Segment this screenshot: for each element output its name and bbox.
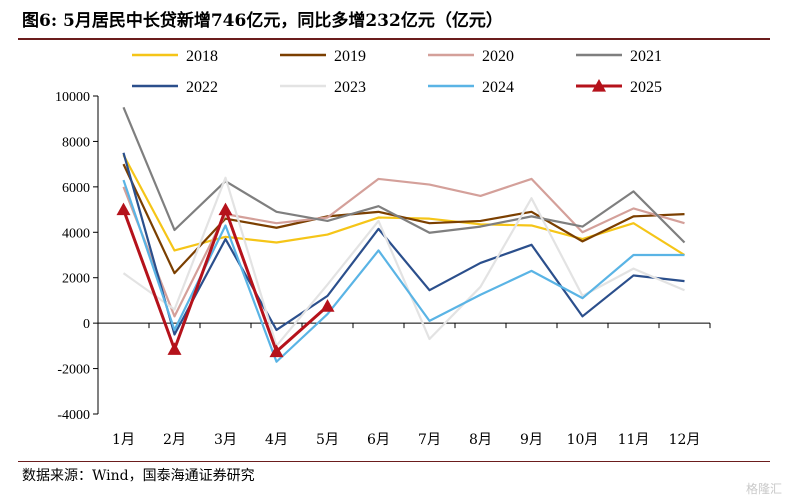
series-line-2019 bbox=[122, 163, 685, 275]
source-rule bbox=[18, 461, 770, 462]
y-tick-label: 6000 bbox=[62, 181, 90, 196]
watermark-logo: 格隆汇 bbox=[745, 482, 782, 496]
x-tick-label: 7月 bbox=[418, 432, 441, 448]
x-tick-label: 1月 bbox=[112, 432, 135, 448]
legend-label-2024: 2024 bbox=[482, 79, 514, 96]
source-note: 数据来源：Wind，国泰海通证券研究 bbox=[22, 468, 255, 484]
series-point-2025 bbox=[167, 342, 182, 355]
legend-label-2022: 2022 bbox=[186, 79, 218, 96]
x-tick-label: 2月 bbox=[163, 432, 186, 448]
x-tick-label: 4月 bbox=[265, 432, 288, 448]
legend-label-2020: 2020 bbox=[482, 48, 514, 65]
series-line-2021 bbox=[122, 106, 686, 244]
y-tick-label: 4000 bbox=[62, 226, 90, 241]
figure-title: 图6: 5月居民中长贷新增746亿元，同比多增232亿元（亿元） bbox=[22, 11, 503, 31]
legend-marker-2025 bbox=[592, 79, 606, 92]
series-point-2025 bbox=[269, 344, 284, 358]
legend-label-2021: 2021 bbox=[630, 48, 662, 65]
legend-label-2019: 2019 bbox=[334, 48, 366, 65]
y-tick-label: 2000 bbox=[62, 272, 90, 287]
x-tick-label: 10月 bbox=[567, 432, 599, 448]
x-tick-label: 3月 bbox=[214, 432, 237, 448]
legend: 2018 2019 2020 2021 2022 2023 2024 2025 bbox=[132, 48, 662, 96]
x-tick-label: 6月 bbox=[367, 432, 390, 448]
x-tick-label: 8月 bbox=[469, 432, 492, 448]
x-tick-label: 5月 bbox=[316, 432, 339, 448]
legend-label-2025: 2025 bbox=[630, 79, 662, 96]
plot-area bbox=[116, 106, 686, 363]
series-line-2024 bbox=[122, 179, 685, 363]
y-tick-label: -4000 bbox=[57, 408, 90, 423]
y-tick-label: 10000 bbox=[55, 90, 90, 105]
x-tick-label: 11月 bbox=[618, 432, 650, 448]
y-tick-label: 8000 bbox=[62, 135, 90, 150]
x-tick-label: 12月 bbox=[669, 432, 701, 448]
series-point-2025 bbox=[116, 202, 131, 216]
title-rule bbox=[18, 38, 770, 40]
series-point-2025 bbox=[320, 299, 335, 312]
legend-label-2018: 2018 bbox=[186, 48, 218, 65]
axes: -4000 -2000 0 2000 4000 6000 8000 10000 1月 2月 3月 4月… bbox=[55, 90, 711, 448]
series-line-2022 bbox=[122, 152, 685, 336]
y-tick-label: 0 bbox=[83, 317, 90, 332]
x-tick-label: 9月 bbox=[520, 432, 543, 448]
series-line-2018 bbox=[122, 154, 686, 256]
legend-label-2023: 2023 bbox=[334, 79, 366, 96]
series-point-2025 bbox=[218, 202, 233, 216]
y-tick-label: -2000 bbox=[57, 363, 90, 378]
